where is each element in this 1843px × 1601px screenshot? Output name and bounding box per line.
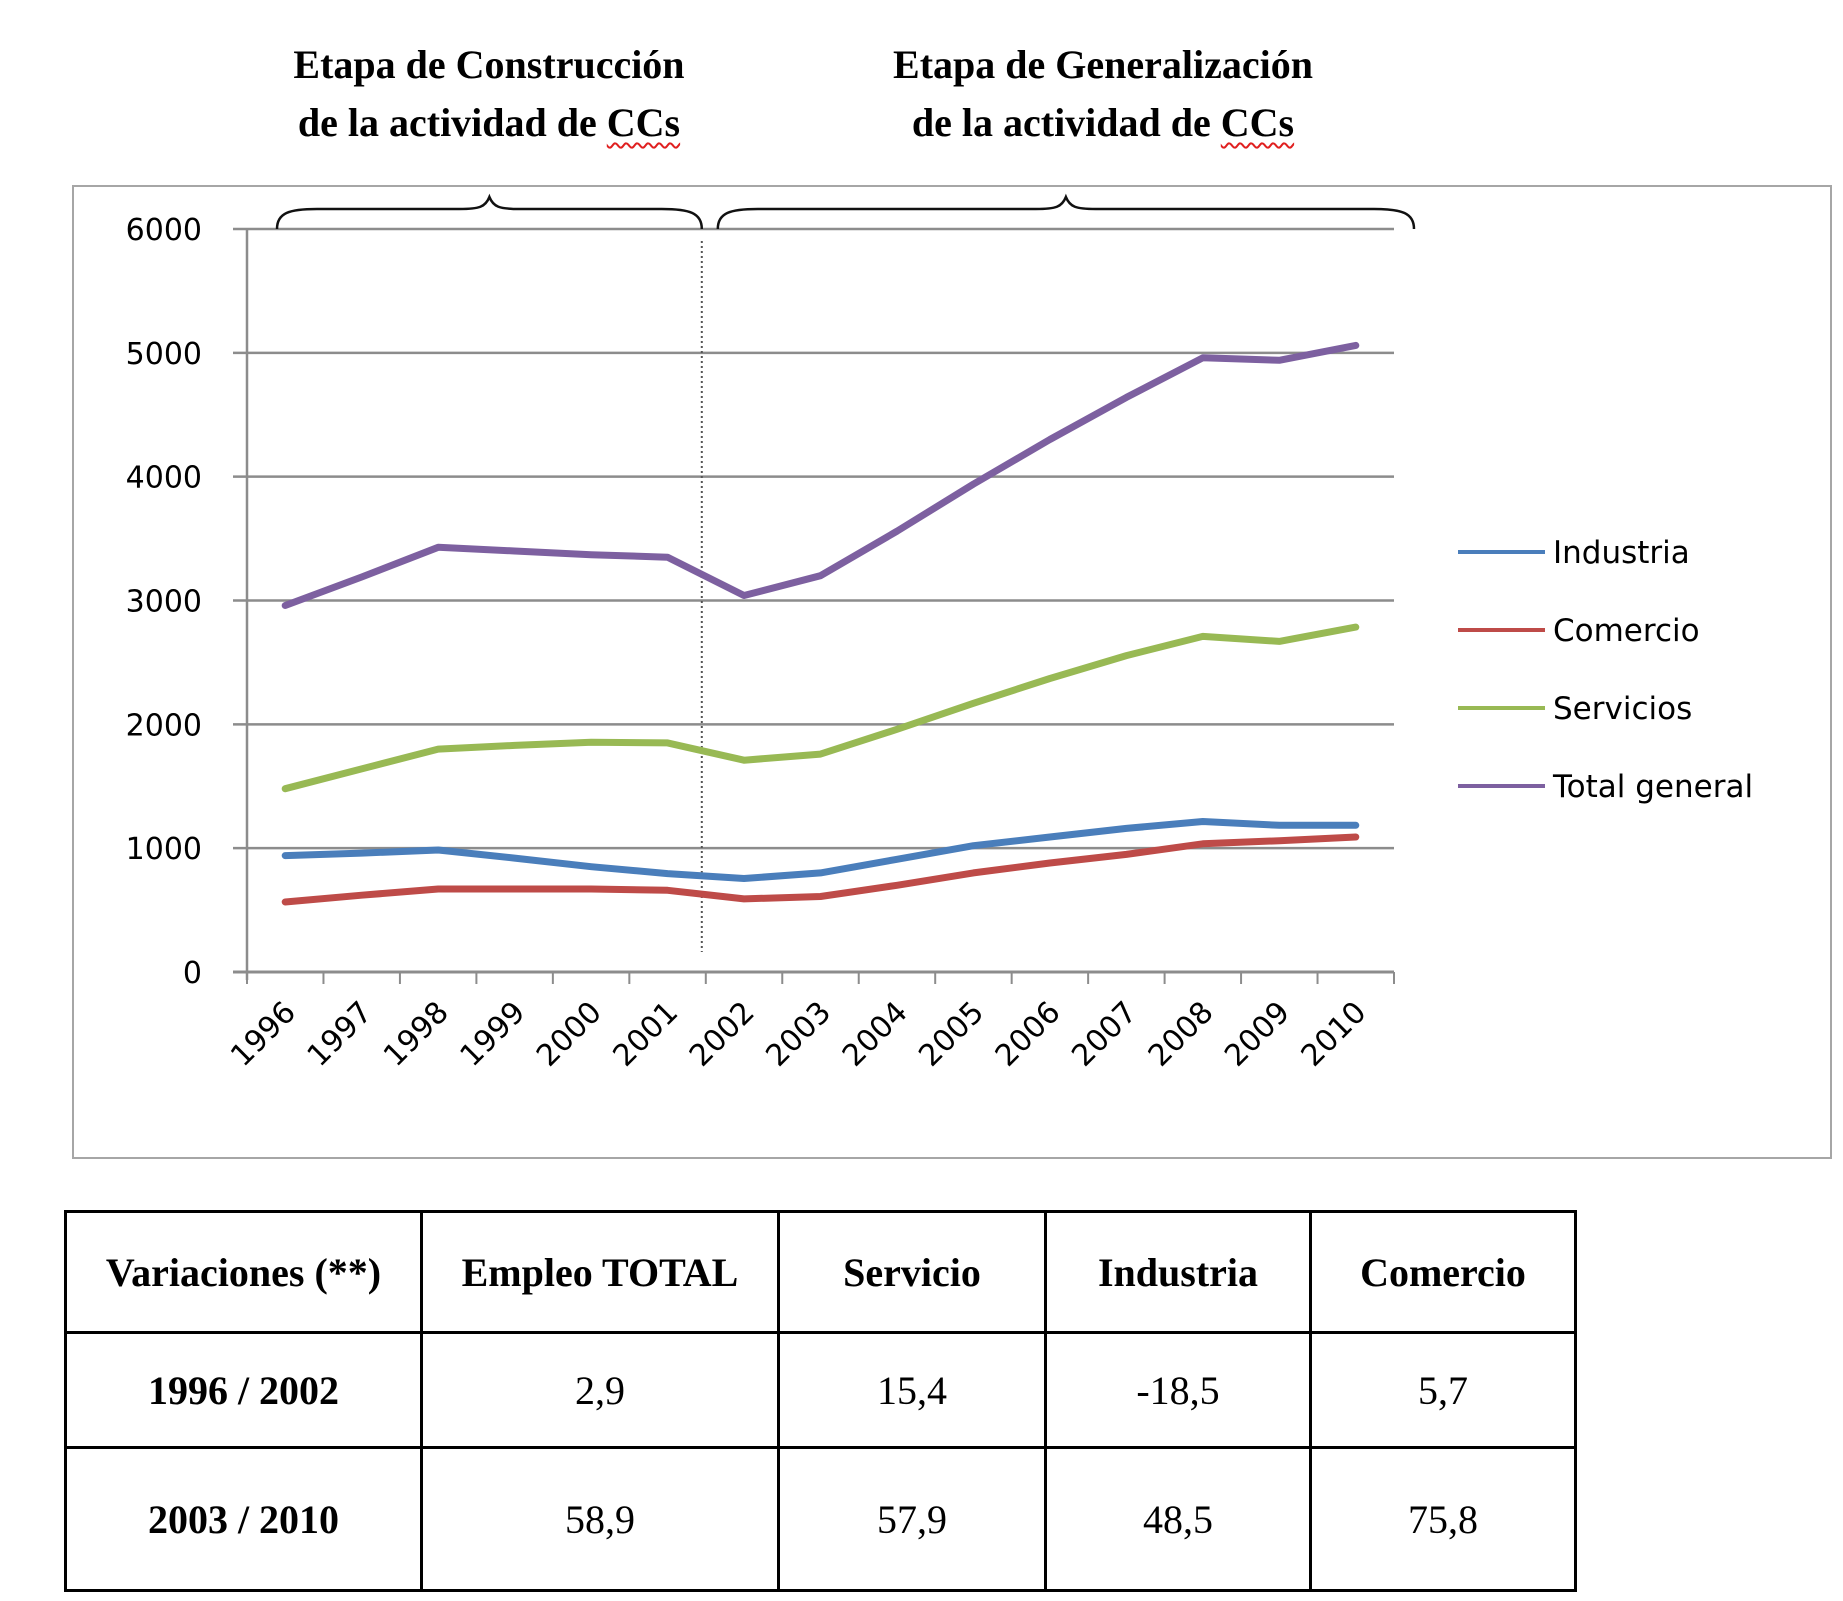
legend-label: Comercio: [1553, 613, 1700, 649]
table-header: Comercio: [1309, 1210, 1577, 1334]
x-tick-label: 1997: [301, 995, 380, 1074]
table-cell: 58,9: [420, 1446, 780, 1592]
curly-brace: [275, 193, 704, 230]
table-row: 2003 / 2010 58,9 57,9 48,5 75,8: [64, 1446, 1577, 1592]
x-tick-label: 1996: [224, 995, 303, 1074]
y-tick-label: 6000: [126, 213, 202, 248]
series-lines: [281, 341, 1360, 906]
x-tick-label: 2007: [1065, 995, 1144, 1074]
table-cell: 75,8: [1309, 1446, 1577, 1592]
stage-title-generalization: Etapa de Generalización de la actividad …: [868, 36, 1338, 152]
x-tick-label: 2005: [912, 995, 991, 1074]
table-cell: 5,7: [1309, 1331, 1577, 1449]
table-header: Industria: [1044, 1210, 1312, 1334]
y-tick-label: 2000: [126, 708, 202, 743]
stage-title-construction: Etapa de Construcción de la actividad de…: [254, 36, 724, 152]
table-header: Empleo TOTAL: [420, 1210, 780, 1334]
x-tick-label: 2003: [759, 995, 838, 1074]
legend: Industria Comercio Servicios Total general: [1458, 535, 1753, 805]
table-row: 1996 / 2002 2,9 15,4 -18,5 5,7: [64, 1331, 1577, 1449]
line-chart: 0 1000 2000 3000 4000 5000 6000 19961997199819…: [126, 193, 1753, 1074]
chart-area: [72, 185, 1832, 1159]
table-row-label: 2003 / 2010: [64, 1446, 423, 1592]
y-tick-label: 1000: [126, 832, 202, 867]
axes: [233, 229, 1395, 984]
legend-label: Servicios: [1553, 691, 1692, 727]
stage-title-line2: de la actividad de CCs: [868, 94, 1338, 152]
table-cell: 15,4: [777, 1331, 1047, 1449]
curly-brace: [716, 193, 1416, 230]
stage-title-line2: de la actividad de CCs: [254, 94, 724, 152]
y-axis-labels: 0 1000 2000 3000 4000 5000 6000: [126, 213, 202, 991]
table-header: Variaciones (**): [64, 1210, 423, 1334]
table-cell: 2,9: [420, 1331, 780, 1449]
stage-title-line2-text: de la actividad de: [297, 100, 607, 145]
x-tick-label: 1998: [377, 995, 456, 1074]
series-line-total-general: [281, 341, 1360, 609]
x-tick-label: 2009: [1218, 995, 1297, 1074]
legend-label: Total general: [1552, 769, 1753, 805]
table-header-row: Variaciones (**) Empleo TOTAL Servicio I…: [64, 1210, 1577, 1334]
spellcheck-flagged-word: CCs: [606, 100, 681, 145]
stage-braces: [275, 193, 1416, 230]
x-axis-labels: 1996199719981999200020012002200320042005…: [224, 995, 1373, 1074]
table-header: Servicio: [777, 1210, 1047, 1334]
x-tick-label: 2008: [1142, 995, 1221, 1074]
spellcheck-flagged-word: CCs: [1220, 100, 1295, 145]
x-tick-label: 2000: [530, 995, 609, 1074]
series-line-servicios: [281, 623, 1360, 793]
y-tick-label: 4000: [126, 461, 202, 496]
stage-title-line2-text: de la actividad de: [911, 100, 1221, 145]
table-cell: 48,5: [1044, 1446, 1312, 1592]
y-tick-label: 5000: [126, 337, 202, 372]
table-row-label: 1996 / 2002: [64, 1331, 423, 1449]
series-line-comercio: [281, 833, 1360, 906]
stage-title-line1: Etapa de Generalización: [893, 42, 1313, 87]
x-tick-label: 1999: [454, 995, 533, 1074]
variations-table: Variaciones (**) Empleo TOTAL Servicio I…: [64, 1210, 1577, 1592]
x-tick-label: 2004: [836, 995, 915, 1074]
x-tick-label: 2010: [1295, 995, 1374, 1074]
legend-label: Industria: [1553, 535, 1690, 571]
x-tick-label: 2001: [606, 995, 685, 1074]
table-cell: 57,9: [777, 1446, 1047, 1592]
y-tick-label: 0: [183, 956, 202, 991]
table-cell: -18,5: [1044, 1331, 1312, 1449]
x-tick-label: 2006: [989, 995, 1068, 1074]
x-tick-label: 2002: [683, 995, 762, 1074]
series-line-industria: [281, 818, 1360, 882]
stage-title-line1: Etapa de Construcción: [293, 42, 685, 87]
y-tick-label: 3000: [126, 585, 202, 620]
gridlines: [233, 227, 1394, 850]
